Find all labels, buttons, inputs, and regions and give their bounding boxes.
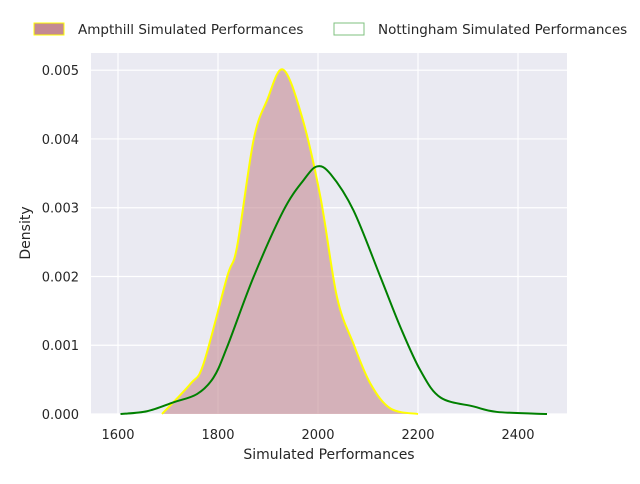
y-tick-label: 0.001: [42, 339, 79, 354]
x-tick-label: 2000: [301, 428, 334, 443]
x-tick-label: 2200: [401, 428, 434, 443]
y-tick-label: 0.005: [42, 64, 79, 79]
legend-swatch: [33, 22, 65, 36]
y-tick-label: 0.002: [42, 270, 79, 285]
x-tick-label: 1600: [101, 428, 134, 443]
legend-swatch: [333, 22, 365, 36]
legend: Ampthill Simulated Performances Nottingha…: [33, 22, 627, 38]
series-fill-0: [162, 69, 418, 414]
y-tick-label: 0.000: [42, 408, 79, 423]
x-tick-label: 1800: [201, 428, 234, 443]
y-axis-label: Density: [18, 206, 34, 259]
y-tick-label: 0.004: [42, 133, 79, 148]
series-line-1: [120, 165, 548, 415]
legend-label: Ampthill Simulated Performances: [78, 22, 303, 38]
y-tick-label: 0.003: [42, 202, 79, 217]
x-axis-label: Simulated Performances: [243, 447, 414, 463]
series-line-0: [161, 68, 419, 415]
legend-label: Nottingham Simulated Performances: [378, 22, 627, 38]
x-tick-label: 2400: [501, 428, 534, 443]
